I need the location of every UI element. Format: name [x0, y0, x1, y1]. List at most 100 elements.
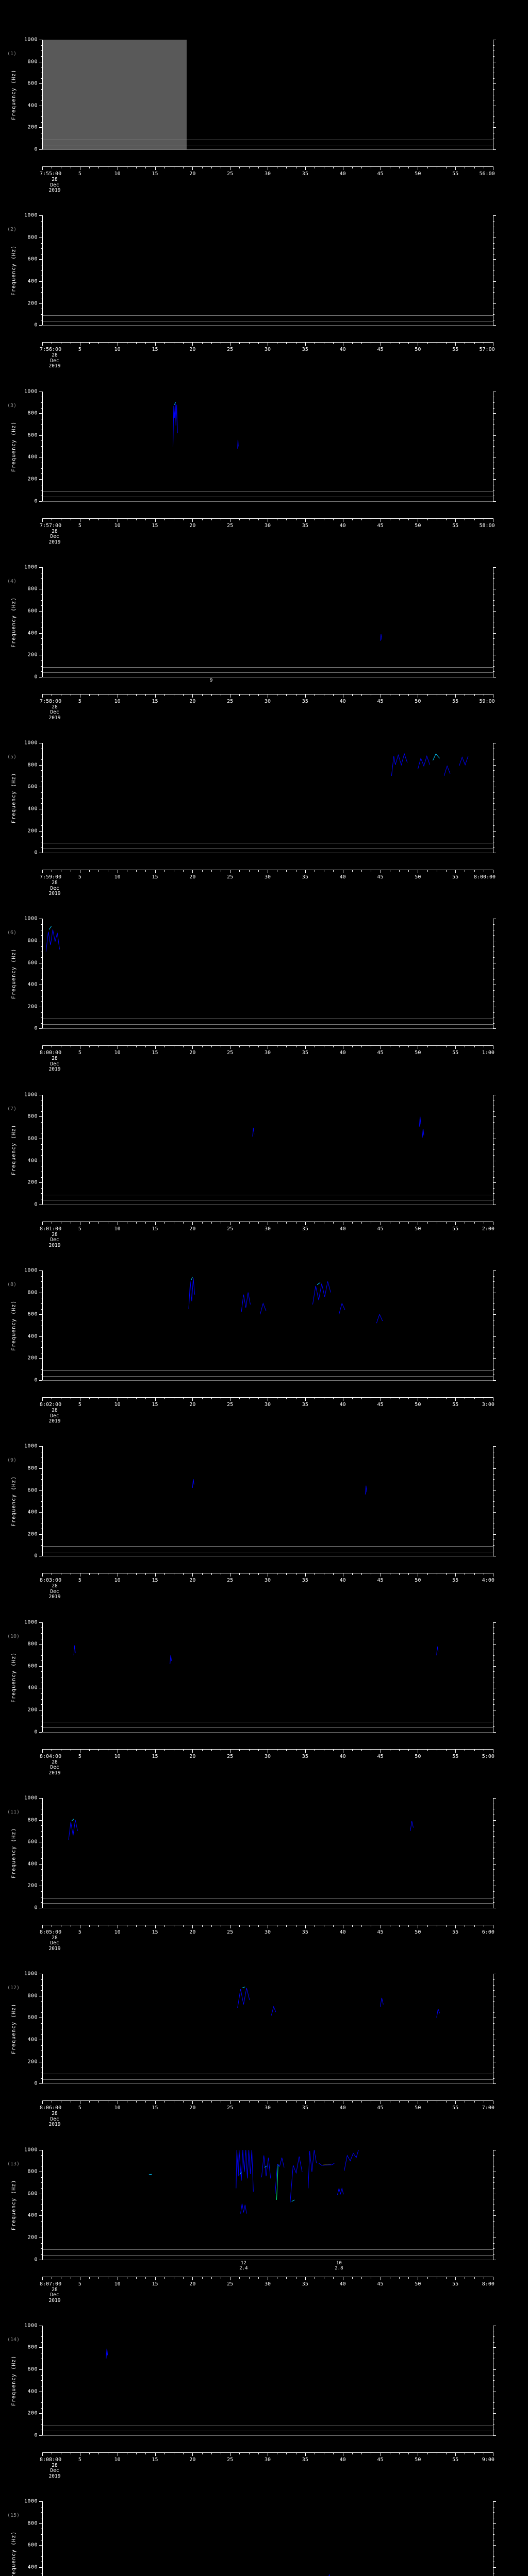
- x-tick-label: 50: [415, 1929, 421, 1935]
- y-axis-title: Frequency (Hz): [11, 69, 17, 120]
- x-tick-label: 40: [339, 1753, 346, 1759]
- y-minor-tick-right: [493, 2177, 494, 2178]
- x-minor-tick: [474, 693, 475, 696]
- x-tick-label: 30: [264, 874, 271, 880]
- frequency-trace: [49, 926, 51, 929]
- x-tick-label: 30: [264, 2105, 271, 2111]
- date-month: Dec: [50, 1588, 59, 1595]
- x-minor-tick: [408, 2100, 409, 2103]
- y-minor-tick: [41, 924, 42, 925]
- y-tick: [39, 83, 42, 84]
- x-minor-tick: [136, 2452, 137, 2454]
- x-axis: 5 10 15 20 25 30 35 40 45 50 55 8:02:00 3:00 28 Dec 201…: [40, 1397, 494, 1424]
- panel-11[interactable]: (11) Frequency (Hz) 0 200 400 600 800 1000 5 10 15…: [0, 1758, 528, 1951]
- y-minor-tick: [41, 1347, 42, 1348]
- x-tick-label: 15: [152, 1402, 158, 1408]
- panel-14[interactable]: (14) Frequency (Hz) 0 200 400 600 800 1000 5 10 15…: [0, 2286, 528, 2479]
- y-minor-tick-right: [493, 578, 494, 579]
- y-tick: [39, 1666, 42, 1667]
- x-tick: [155, 166, 156, 170]
- y-tick-right: [493, 1863, 496, 1865]
- y-tick: [39, 2083, 42, 2084]
- x-minor-tick: [98, 870, 100, 872]
- gridline-0hz: [42, 1028, 493, 1029]
- y-minor-tick: [41, 2375, 42, 2376]
- y-minor-tick: [41, 1858, 42, 1859]
- x-axis-end-time: 9:00: [482, 2456, 494, 2463]
- panel-5[interactable]: (5) Frequency (Hz) 0 200 400 600 800 1000 5 10 15 2…: [0, 703, 528, 896]
- x-tick: [155, 870, 156, 874]
- x-minor-tick: [98, 1573, 100, 1575]
- x-minor-tick: [333, 2452, 334, 2454]
- y-tick: [39, 303, 42, 304]
- gridline-0hz: [42, 325, 493, 326]
- date-day: 28: [52, 1935, 58, 1941]
- x-tick-label: 5: [78, 2105, 81, 2111]
- y-tick: [39, 281, 42, 282]
- frequency-trace: [260, 1303, 266, 1314]
- x-tick-label: 50: [415, 1226, 421, 1232]
- y-minor-tick-right: [493, 1693, 494, 1694]
- y-minor-tick-right: [493, 1858, 494, 1859]
- panel-3[interactable]: (3) Frequency (Hz) 0 200 400 600 800 1000 5 10 15 2…: [0, 352, 528, 545]
- y-tick-label: 800: [27, 1465, 38, 1471]
- x-minor-tick: [89, 2276, 90, 2279]
- y-minor-tick: [41, 2210, 42, 2211]
- selection-region[interactable]: [42, 40, 187, 149]
- panel-8[interactable]: (8) Frequency (Hz) 0 200 400 600 800 1000 5 10 15 2…: [0, 1231, 528, 1424]
- panel-10[interactable]: (10) Frequency (Hz) 0 200 400 600 800 1000 5 10 15…: [0, 1583, 528, 1775]
- panel-7[interactable]: (7) Frequency (Hz) 0 200 400 600 800 1000 5 10 15 2…: [0, 1055, 528, 1248]
- date-day: 28: [52, 352, 58, 359]
- y-tick-label: 400: [27, 630, 38, 636]
- y-axis-title: Frequency (Hz): [11, 772, 17, 823]
- y-tick-label: 200: [27, 1707, 38, 1713]
- panel-15[interactable]: (15)Frequency (Hz)0200400600800100051015…: [0, 2462, 528, 2576]
- x-minor-tick: [361, 166, 362, 168]
- y-axis-title: Frequency (Hz): [11, 597, 17, 648]
- y-tick-label: 400: [27, 278, 38, 284]
- panel-6[interactable]: (6) Frequency (Hz) 0 200 400 600 800 1000 5 10 15 2…: [0, 879, 528, 1072]
- panel-4[interactable]: (4) Frequency (Hz) 0 200 400 600 800 1000 9 5 10 15…: [0, 528, 528, 720]
- x-axis-date: 28 Dec 2019: [39, 880, 70, 897]
- y-tick-label: 0: [34, 1905, 38, 1911]
- y-minor-tick-right: [493, 1506, 494, 1507]
- x-minor-tick: [136, 518, 137, 520]
- x-tick-label: 20: [189, 1929, 196, 1935]
- y-minor-tick-right: [493, 1704, 494, 1705]
- panel-index-label: (13): [7, 2161, 20, 2167]
- panel-9[interactable]: (9) Frequency (Hz) 0 200 400 600 800 1000 5 10 15 2…: [0, 1406, 528, 1600]
- y-tick-right: [493, 2545, 496, 2546]
- panel-2[interactable]: (2) Frequency (Hz) 0 200 400 600 800 1000 5 10 15 2…: [0, 176, 528, 369]
- panel-12[interactable]: (12) Frequency (Hz) 0 200 400 600 800 1000 5 10 15…: [0, 1934, 528, 2127]
- y-minor-tick: [41, 836, 42, 837]
- x-tick: [455, 166, 456, 170]
- x-tick: [155, 2276, 156, 2280]
- x-minor-tick: [361, 342, 362, 345]
- panel-1[interactable]: (1) Frequency (Hz) 0 200 400 600 800 1000 5 10 15 2…: [0, 0, 528, 193]
- gridline-0hz: [42, 1380, 493, 1381]
- x-minor-tick: [211, 518, 212, 520]
- x-minor-tick: [427, 693, 428, 696]
- panel-13[interactable]: (13) Frequency (Hz) 0 200 400 600 800 1000 12 2.4…: [0, 2110, 528, 2303]
- y-tick-right: [493, 567, 496, 568]
- x-minor-tick: [145, 518, 146, 520]
- y-minor-tick: [41, 957, 42, 958]
- x-minor-tick: [136, 166, 137, 168]
- x-minor-tick: [474, 2100, 475, 2103]
- gridline-90hz: [42, 315, 493, 316]
